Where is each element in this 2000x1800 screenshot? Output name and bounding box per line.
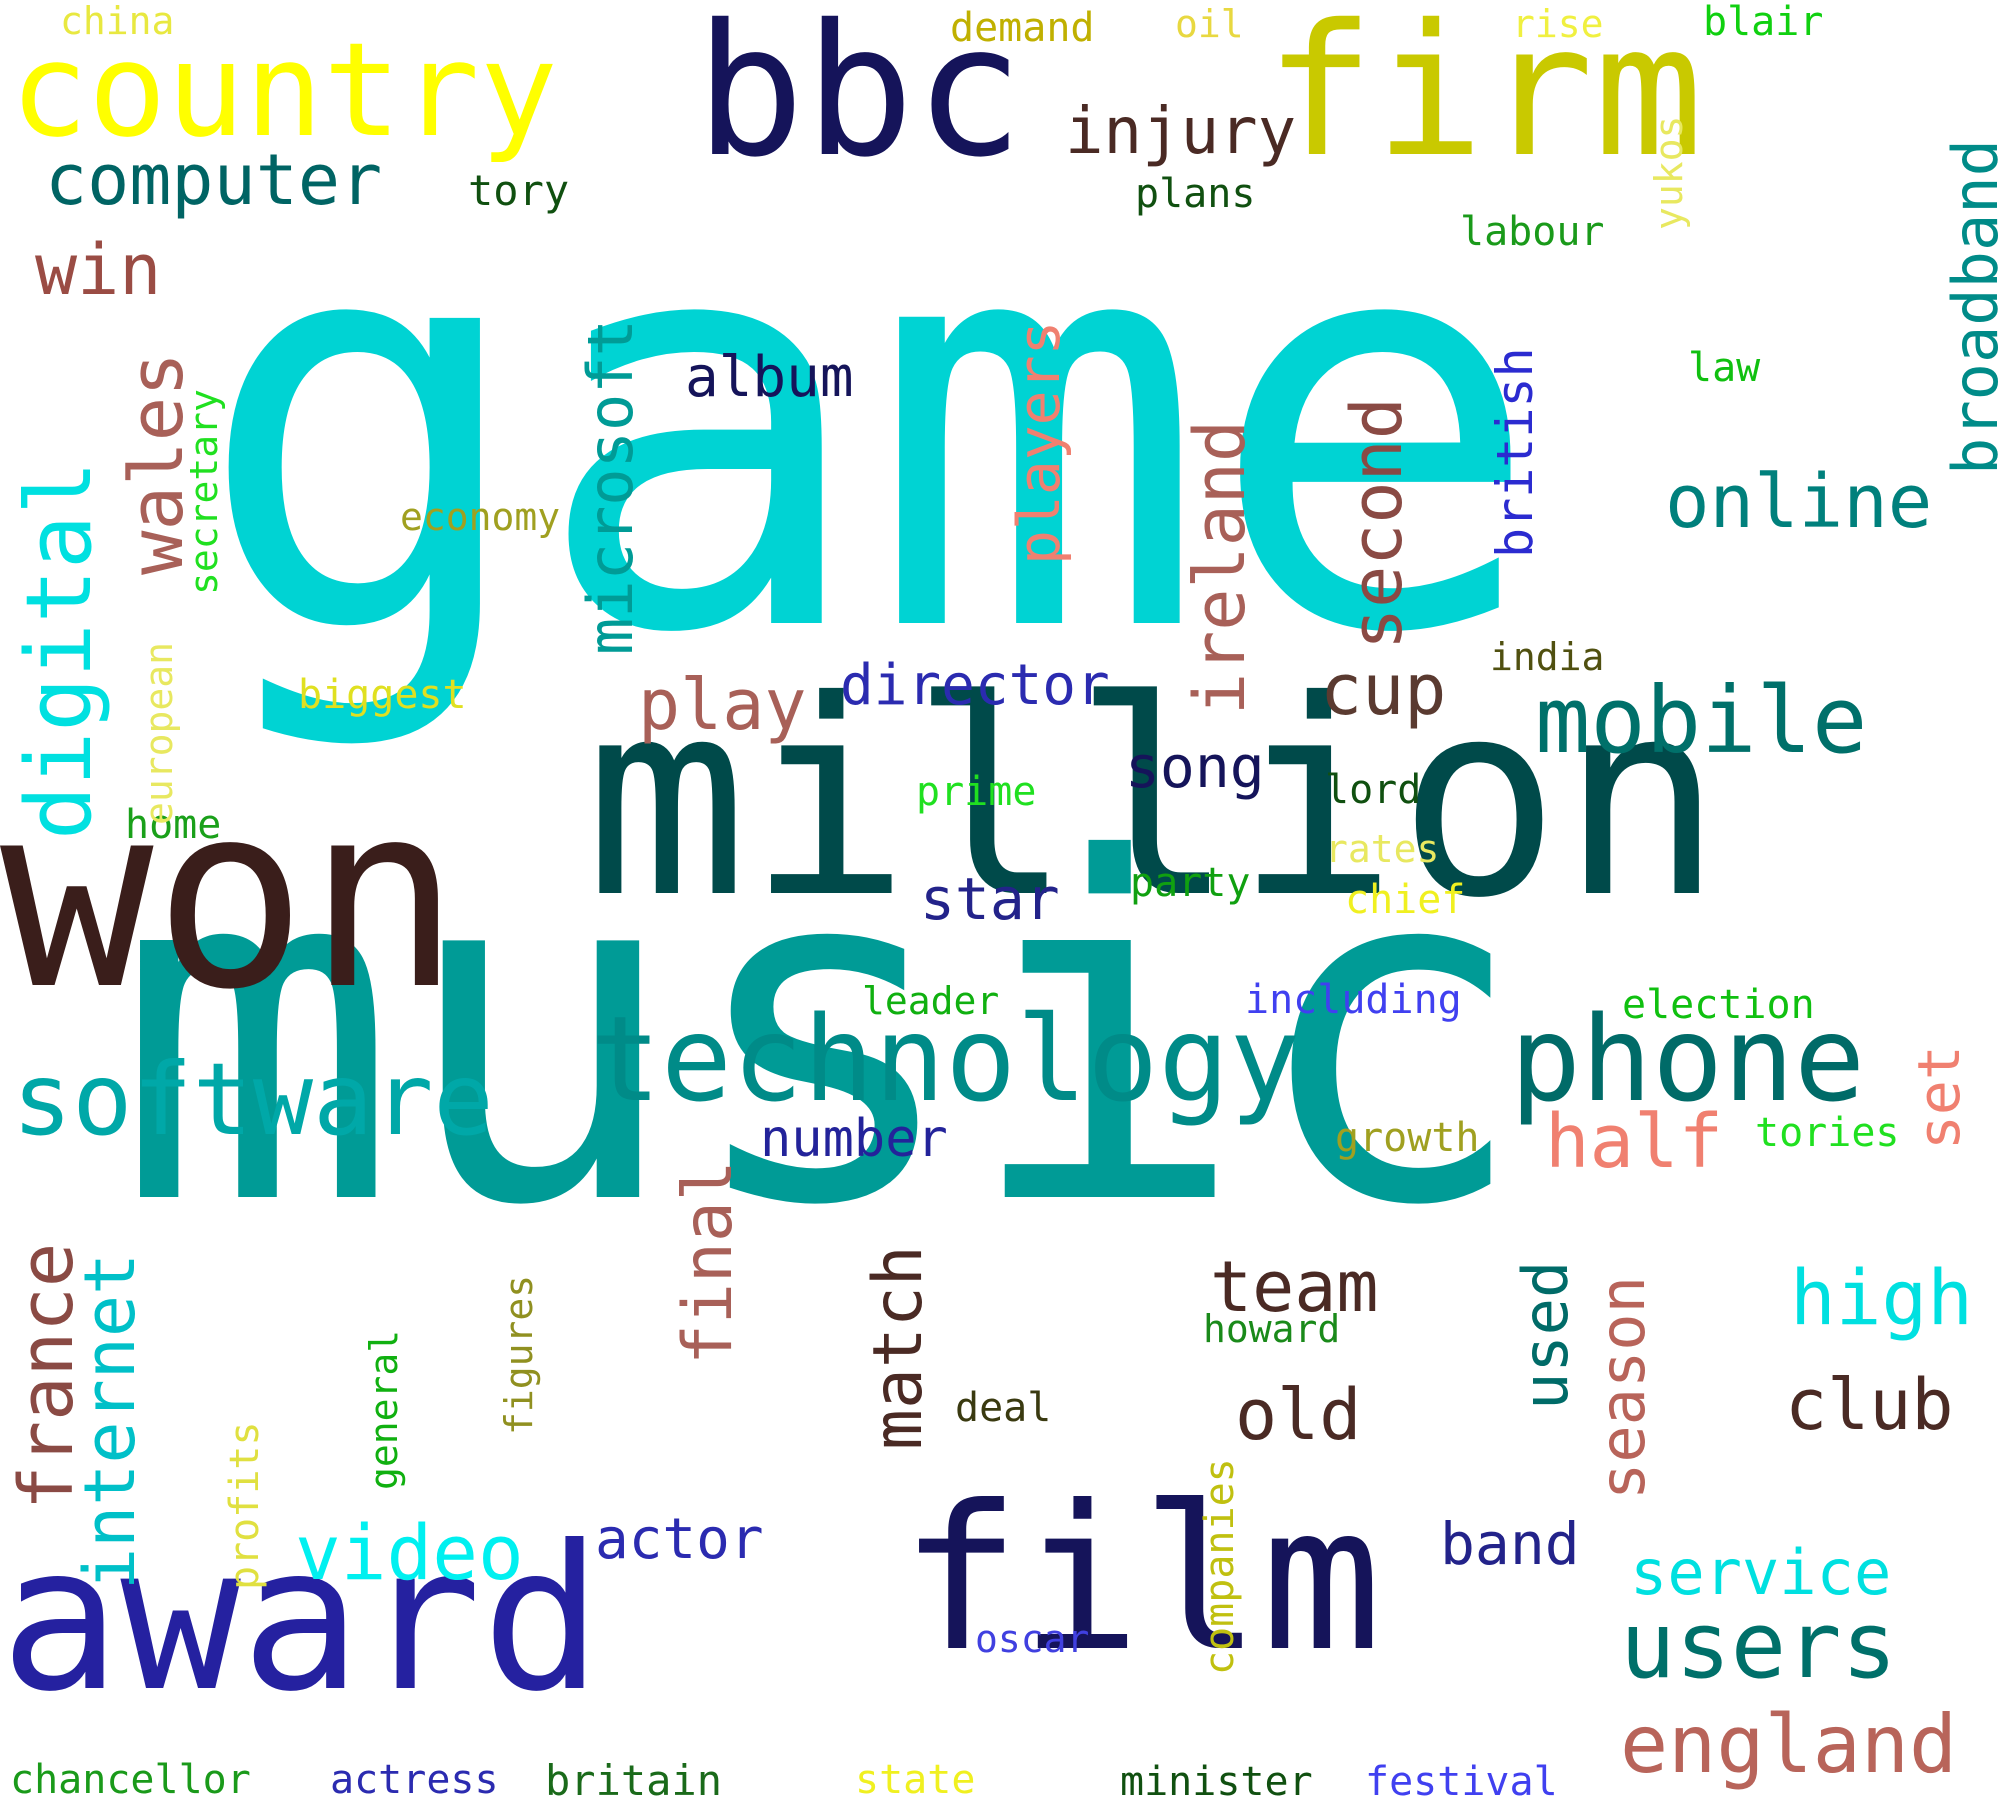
word-million: million <box>585 642 1723 957</box>
word-software: software <box>12 1041 494 1158</box>
word-microsoft: microsoft <box>574 319 647 655</box>
word-users: users <box>1620 1592 1897 1699</box>
word-players: players <box>1005 320 1073 565</box>
word-season: season <box>1586 1276 1659 1500</box>
word-phone: phone <box>1510 990 1866 1128</box>
word-tories: tories <box>1755 1110 1900 1156</box>
word-minister: minister <box>1120 1759 1313 1800</box>
word-internet: internet <box>69 1252 151 1590</box>
word-india: india <box>1490 635 1605 679</box>
word-lord: lord <box>1325 767 1422 813</box>
word-award: award <box>0 1503 603 1736</box>
word-high: high <box>1790 1253 1974 1342</box>
word-blair: blair <box>1703 0 1824 45</box>
word-music: music <box>115 761 1530 1308</box>
word-team: team <box>1210 1246 1379 1328</box>
word-number: number <box>760 1109 948 1169</box>
word-online: online <box>1665 459 1933 545</box>
word-profits: profits <box>222 1421 268 1590</box>
word-festival: festival <box>1365 1759 1558 1800</box>
word-final: final <box>669 1160 748 1365</box>
word-companies: companies <box>1197 1458 1243 1675</box>
word-match: match <box>859 1245 938 1450</box>
word-ireland: ireland <box>1179 419 1261 715</box>
word-plans: plans <box>1135 171 1256 217</box>
word-demand: demand <box>950 5 1095 51</box>
word-growth: growth <box>1335 1115 1480 1161</box>
word-mobile: mobile <box>1535 667 1868 774</box>
word-bbc: bbc <box>695 0 1024 197</box>
word-prime: prime <box>916 769 1037 815</box>
word-film: film <box>900 1463 1382 1696</box>
word-actor: actor <box>595 1507 764 1572</box>
word-tory: tory <box>468 166 570 215</box>
word-european: european <box>137 641 181 825</box>
word-actress: actress <box>330 1757 499 1800</box>
word-britain: britain <box>545 1756 723 1800</box>
word-figures: figures <box>497 1274 541 1435</box>
word-rates: rates <box>1325 827 1440 871</box>
word-half: half <box>1545 1099 1724 1185</box>
word-deal: deal <box>955 1385 1052 1431</box>
word-general: general <box>362 1329 406 1490</box>
word-club: club <box>1785 1364 1954 1446</box>
word-economy: economy <box>400 495 561 539</box>
word-party: party <box>1130 860 1251 906</box>
word-state: state <box>855 1757 976 1800</box>
word-firm: firm <box>1265 0 1704 197</box>
word-digital: digital <box>7 460 112 840</box>
word-win: win <box>35 229 162 311</box>
word-play: play <box>638 664 807 746</box>
word-chancellor: chancellor <box>10 1757 251 1800</box>
word-service: service <box>1630 1536 1892 1609</box>
word-chief: chief <box>1345 877 1466 923</box>
word-oscar: oscar <box>975 1617 1090 1661</box>
word-used: used <box>1509 1260 1582 1410</box>
word-election: election <box>1622 982 1815 1028</box>
word-yukos: yukos <box>1647 115 1691 230</box>
word-biggest: biggest <box>298 672 467 718</box>
word-cup: cup <box>1320 649 1447 731</box>
word-injury: injury <box>1065 95 1297 169</box>
word-oil: oil <box>1175 2 1244 46</box>
word-leader: leader <box>862 979 1000 1023</box>
word-labour: labour <box>1460 209 1605 255</box>
word-broadband: broadband <box>1939 139 2000 475</box>
word-england: england <box>1620 1698 1958 1791</box>
word-game: game <box>195 104 1544 756</box>
word-album: album <box>685 345 854 410</box>
word-video: video <box>295 1508 524 1597</box>
word-band: band <box>1440 1510 1580 1578</box>
word-song: song <box>1125 733 1265 801</box>
word-won: won <box>0 749 461 1046</box>
word-secretary: secretary <box>182 389 226 595</box>
word-rise: rise <box>1512 2 1604 46</box>
word-technology: technology <box>590 990 1301 1128</box>
word-star: star <box>920 865 1060 933</box>
word-british: british <box>1486 347 1544 558</box>
word-country: country <box>10 14 558 166</box>
word-including: including <box>1245 977 1462 1023</box>
word-director: director <box>840 653 1110 718</box>
word-howard: howard <box>1203 1307 1341 1351</box>
word-second: second <box>1336 397 1418 650</box>
word-old: old <box>1235 1374 1362 1456</box>
word-law: law <box>1688 345 1761 391</box>
word-china: china <box>60 0 175 43</box>
word-computer: computer <box>45 139 383 221</box>
word-set: set <box>1905 1045 1973 1150</box>
word-home: home <box>125 802 222 848</box>
